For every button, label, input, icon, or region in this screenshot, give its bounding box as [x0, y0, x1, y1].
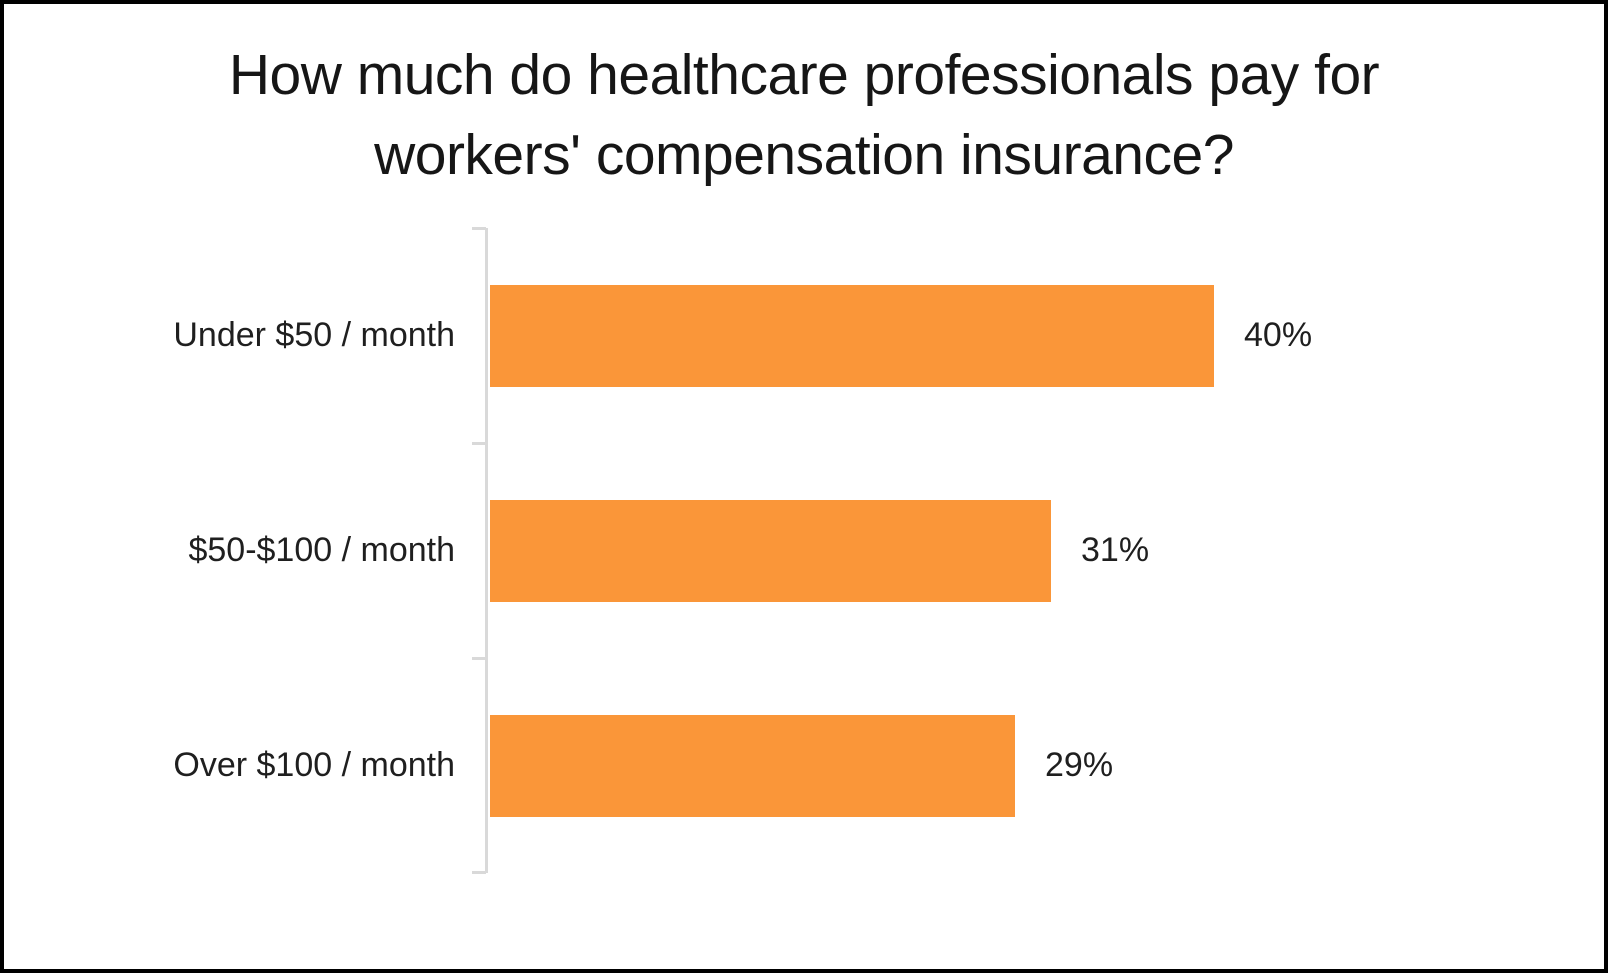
bar-over-100 — [490, 714, 1015, 817]
chart-area: Under $50 / month 40% $50-$100 / month 3… — [4, 227, 1604, 888]
bar-row: $50-$100 / month 31% — [4, 443, 1604, 658]
y-axis-line — [485, 228, 488, 873]
category-label: $50-$100 / month — [188, 531, 455, 569]
value-label: 31% — [1081, 531, 1150, 569]
bar-under-50 — [490, 284, 1214, 387]
bar-row: Under $50 / month 40% — [4, 228, 1604, 443]
category-label: Under $50 / month — [173, 316, 455, 354]
value-label: 40% — [1244, 316, 1313, 354]
value-label: 29% — [1045, 746, 1114, 784]
y-axis-tick — [472, 871, 486, 874]
y-axis-tick — [472, 442, 486, 445]
bar-50-100 — [490, 499, 1051, 602]
category-label: Over $100 / month — [173, 746, 455, 784]
chart-title: How much do healthcare professionals pay… — [228, 43, 1380, 187]
bar-row: Over $100 / month 29% — [4, 658, 1604, 873]
y-axis-tick — [472, 657, 486, 660]
y-axis-tick — [472, 227, 486, 230]
